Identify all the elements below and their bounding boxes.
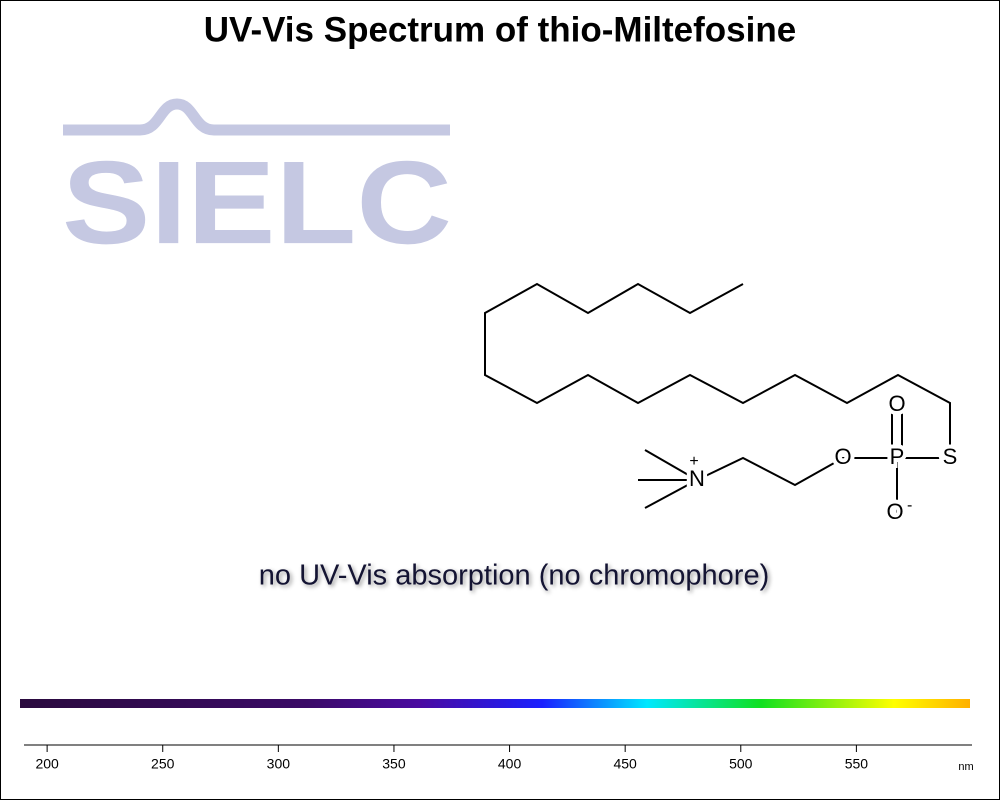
- molecule: O O P S O N - +: [484, 282, 961, 528]
- x-tick-label: 500: [729, 756, 753, 772]
- atom-label: S: [943, 444, 958, 469]
- atom-charge: +: [689, 453, 698, 470]
- atom-charge: -: [907, 497, 912, 514]
- atom-label: N: [689, 466, 705, 491]
- atom-label: O: [834, 444, 851, 469]
- methyl: [644, 479, 698, 509]
- logo: SIELC: [62, 137, 452, 269]
- x-tick-label: 550: [845, 756, 869, 772]
- atom-label: P: [890, 444, 905, 469]
- chart-title: UV-Vis Spectrum of thio-Miltefosine: [204, 10, 796, 49]
- atom-label: O: [886, 499, 903, 524]
- annotation: no UV-Vis absorption (no chromophore): [259, 560, 769, 592]
- x-tick-label: 200: [35, 756, 59, 772]
- x-tick-label: 450: [613, 756, 637, 772]
- x-tick-label: 350: [382, 756, 406, 772]
- x-tick-label: 400: [498, 756, 522, 772]
- alkyl-chain: [484, 282, 951, 458]
- x-tick-label: 250: [151, 756, 175, 772]
- logo-swoosh: [63, 98, 450, 136]
- color-bar: [20, 699, 970, 708]
- atom-label: O: [888, 391, 905, 416]
- x-axis-label: nm: [958, 761, 973, 773]
- x-tick-label: 300: [267, 756, 291, 772]
